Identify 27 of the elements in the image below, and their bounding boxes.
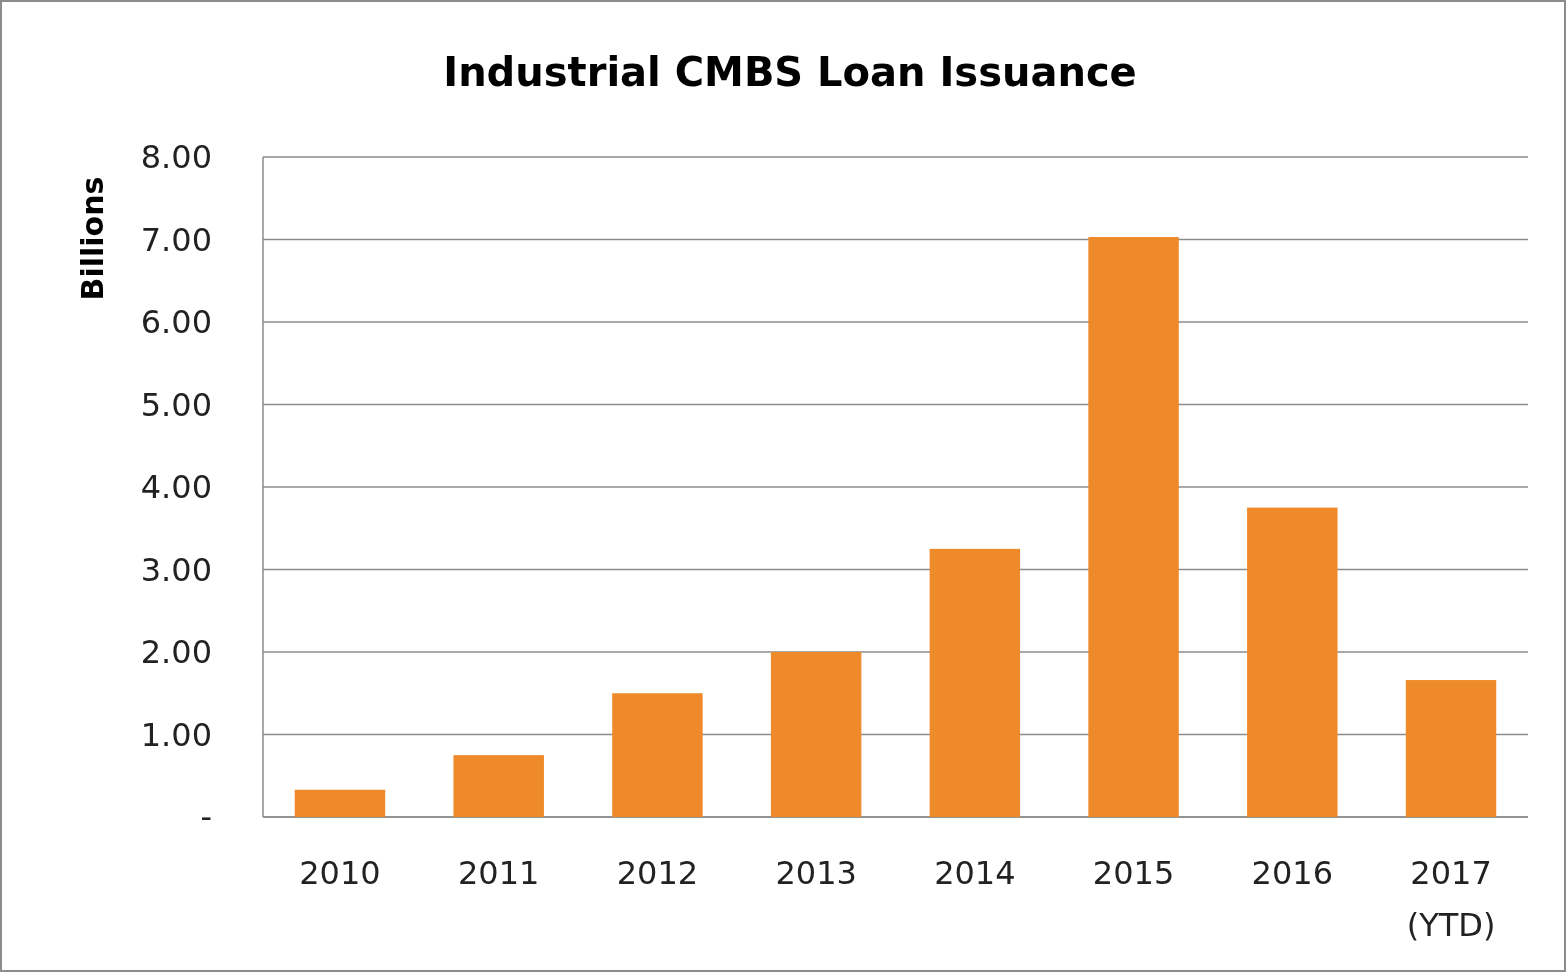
y-tick-label: 2.00 <box>140 633 212 672</box>
bar <box>294 789 386 817</box>
y-tick-label: - <box>200 798 212 837</box>
bar <box>453 755 544 817</box>
y-tick-label: 1.00 <box>140 715 212 754</box>
bar <box>1247 507 1338 817</box>
y-tick-label: 3.00 <box>140 550 212 589</box>
y-tick-label: 5.00 <box>140 385 212 424</box>
x-tick-label: 2015 <box>1092 854 1175 892</box>
bar <box>1405 680 1497 817</box>
x-tick-label: 2013 <box>775 854 857 892</box>
y-tick-label: 6.00 <box>140 303 212 342</box>
x-tick-label: 2011 <box>457 854 540 892</box>
y-tick-label: 4.00 <box>140 468 212 507</box>
x-tick-label: 2014 <box>934 854 1016 892</box>
chart-title: Industrial CMBS Loan Issuance <box>443 49 1137 95</box>
x-tick-label: 2016 <box>1251 854 1334 892</box>
y-axis-title: Billions <box>75 176 110 301</box>
y-tick-label: 8.00 <box>140 138 212 177</box>
x-tick-label: 2012 <box>616 854 699 892</box>
x-tick-label: 2017 (YTD) <box>1406 854 1496 944</box>
bar <box>1088 237 1179 817</box>
bar <box>929 548 1021 817</box>
y-tick-label: 7.00 <box>140 220 212 259</box>
bar <box>770 652 862 817</box>
x-tick-label: 2010 <box>299 854 381 892</box>
bar <box>612 693 703 817</box>
